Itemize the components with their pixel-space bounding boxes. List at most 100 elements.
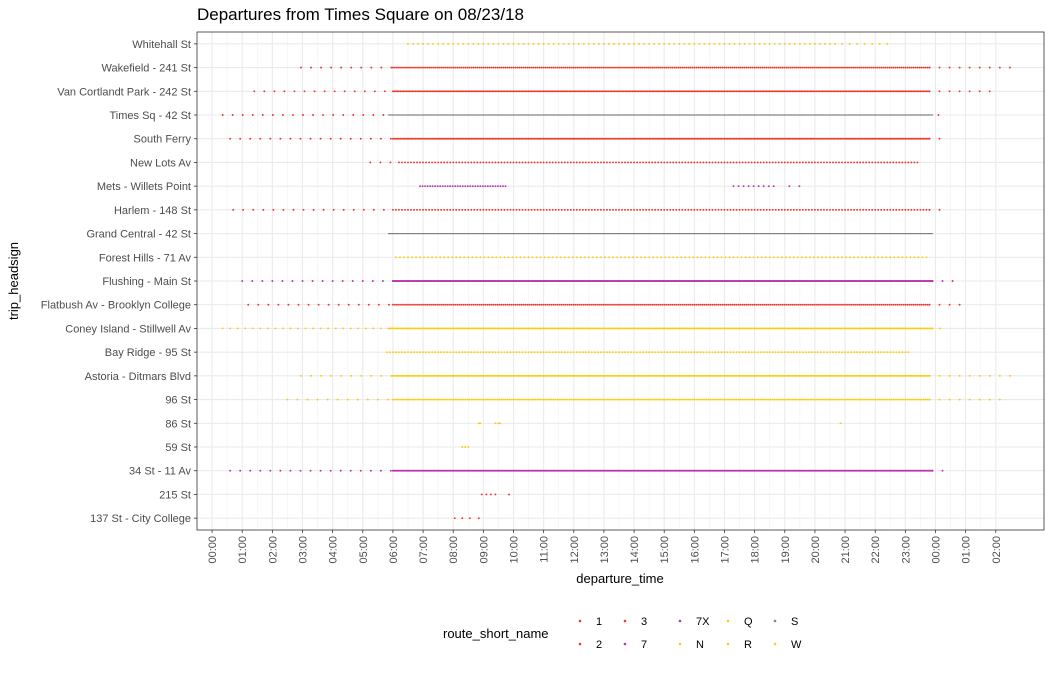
data-point	[443, 209, 445, 211]
data-point	[463, 256, 465, 258]
data-point	[474, 67, 476, 69]
data-point	[692, 256, 694, 258]
data-point	[857, 256, 859, 258]
data-point	[293, 209, 295, 211]
data-point	[232, 114, 234, 116]
data-point	[237, 327, 239, 329]
data-point	[854, 67, 856, 69]
data-point	[611, 67, 613, 69]
data-point	[588, 209, 590, 211]
data-point	[395, 256, 397, 258]
data-point	[669, 67, 671, 69]
data-point	[364, 90, 366, 92]
data-point	[621, 304, 623, 306]
data-point	[599, 67, 601, 69]
data-point	[742, 304, 744, 306]
data-point	[865, 256, 867, 258]
data-point	[593, 43, 595, 45]
data-point	[422, 209, 424, 211]
data-point	[479, 161, 481, 163]
data-point	[587, 304, 589, 306]
data-point	[448, 67, 450, 69]
data-point	[809, 256, 811, 258]
data-point	[434, 185, 436, 187]
data-point	[601, 304, 603, 306]
data-point	[736, 304, 738, 306]
data-point	[758, 185, 760, 187]
data-point	[772, 161, 774, 163]
data-point	[779, 43, 781, 45]
data-point	[488, 161, 490, 163]
data-point	[567, 304, 569, 306]
data-point	[398, 67, 400, 69]
data-point	[412, 43, 414, 45]
data-point	[711, 161, 713, 163]
data-point	[549, 304, 551, 306]
data-point	[652, 256, 654, 258]
data-point	[619, 67, 621, 69]
data-point	[403, 256, 405, 258]
data-point	[769, 43, 771, 45]
data-point	[877, 256, 879, 258]
data-point	[449, 209, 451, 211]
data-point	[638, 43, 640, 45]
data-point	[478, 67, 480, 69]
data-point	[523, 43, 525, 45]
data-point	[452, 67, 454, 69]
data-point	[784, 209, 786, 211]
data-point	[812, 304, 814, 306]
data-point	[721, 161, 723, 163]
data-point	[369, 161, 371, 163]
data-point	[500, 209, 502, 211]
data-point	[372, 114, 374, 116]
data-point	[949, 67, 951, 69]
data-point	[419, 256, 421, 258]
data-point	[888, 67, 890, 69]
data-point	[738, 185, 740, 187]
data-point	[729, 256, 731, 258]
data-point	[428, 209, 430, 211]
data-point	[754, 304, 756, 306]
data-point	[492, 304, 494, 306]
data-point	[584, 256, 586, 258]
data-point	[444, 185, 446, 187]
data-point	[856, 43, 858, 45]
data-point	[484, 185, 486, 187]
data-point	[392, 304, 394, 306]
data-point	[498, 67, 500, 69]
data-point	[570, 161, 572, 163]
data-point	[683, 304, 685, 306]
data-point	[888, 304, 890, 306]
data-point	[761, 256, 763, 258]
data-point	[708, 256, 710, 258]
data-point	[363, 209, 365, 211]
data-point	[649, 67, 651, 69]
data-point	[639, 161, 641, 163]
data-point	[758, 304, 760, 306]
data-point	[482, 161, 484, 163]
data-point	[394, 304, 396, 306]
data-point	[462, 43, 464, 45]
data-point	[782, 304, 784, 306]
data-point	[696, 161, 698, 163]
data-point	[762, 304, 764, 306]
data-point	[430, 304, 432, 306]
data-point	[889, 209, 891, 211]
data-point	[564, 161, 566, 163]
data-point	[432, 43, 434, 45]
data-point	[443, 256, 445, 258]
data-point	[667, 67, 669, 69]
data-point	[844, 67, 846, 69]
data-point	[374, 90, 376, 92]
data-point	[424, 185, 426, 187]
data-point	[537, 304, 539, 306]
data-point	[427, 256, 429, 258]
data-point	[282, 114, 284, 116]
data-point	[598, 43, 600, 45]
data-point	[513, 209, 515, 211]
data-point	[841, 209, 843, 211]
data-point	[553, 43, 555, 45]
data-point	[434, 161, 436, 163]
data-point	[745, 209, 747, 211]
data-point	[414, 304, 416, 306]
